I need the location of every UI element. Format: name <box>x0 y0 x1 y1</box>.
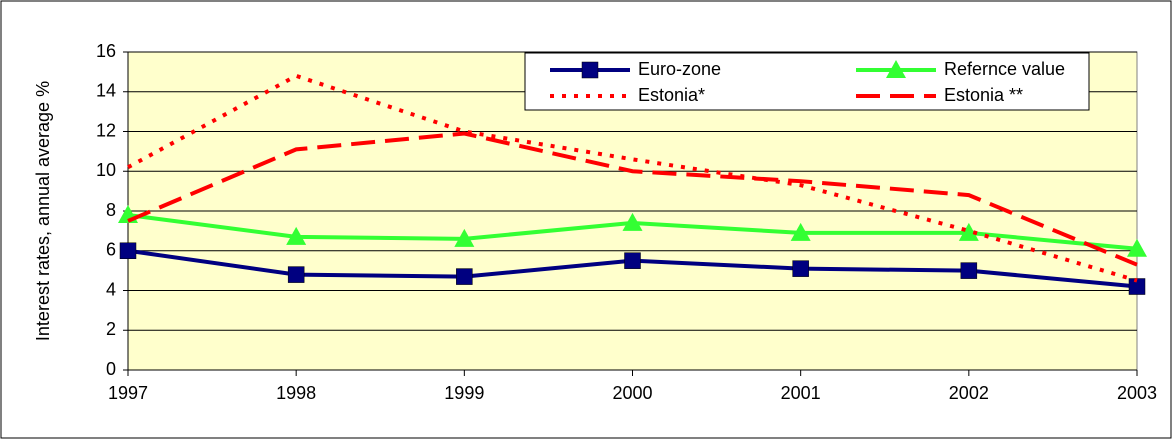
y-tick-label: 6 <box>106 240 116 260</box>
y-tick-label: 14 <box>96 81 116 101</box>
legend <box>524 52 1090 111</box>
legend-label: Estonia* <box>638 85 705 105</box>
x-tick-label: 2002 <box>949 383 989 403</box>
marker <box>119 242 137 259</box>
marker <box>286 226 307 245</box>
y-axis-label: Interest rates, annual average % <box>33 81 53 341</box>
y-tick-label: 12 <box>96 120 116 140</box>
marker <box>624 252 641 269</box>
legend-label: Estonia ** <box>944 85 1023 105</box>
marker <box>1128 278 1146 295</box>
x-tick-label: 1999 <box>444 383 484 403</box>
y-tick-label: 2 <box>106 319 116 339</box>
x-tick-label: 2003 <box>1117 383 1157 403</box>
marker <box>454 228 475 247</box>
marker <box>792 260 809 277</box>
x-tick-label: 2000 <box>612 383 652 403</box>
marker <box>622 212 643 231</box>
series-line <box>127 131 1138 267</box>
y-tick-label: 16 <box>96 41 116 61</box>
marker <box>581 61 599 79</box>
y-tick-label: 8 <box>106 200 116 220</box>
marker <box>790 222 811 241</box>
marker <box>886 60 906 78</box>
marker <box>456 268 473 285</box>
marker <box>960 262 978 279</box>
x-tick-label: 1998 <box>276 383 316 403</box>
y-tick-label: 10 <box>96 160 116 180</box>
y-tick-label: 4 <box>106 279 116 299</box>
marker <box>958 222 979 241</box>
x-tick-label: 2001 <box>781 383 821 403</box>
legend-label: Refernce value <box>944 59 1065 79</box>
marker <box>1127 238 1147 257</box>
marker <box>287 266 305 283</box>
y-tick-label: 0 <box>106 359 116 379</box>
legend-label: Euro-zone <box>638 59 721 79</box>
x-tick-label: 1997 <box>108 383 148 403</box>
